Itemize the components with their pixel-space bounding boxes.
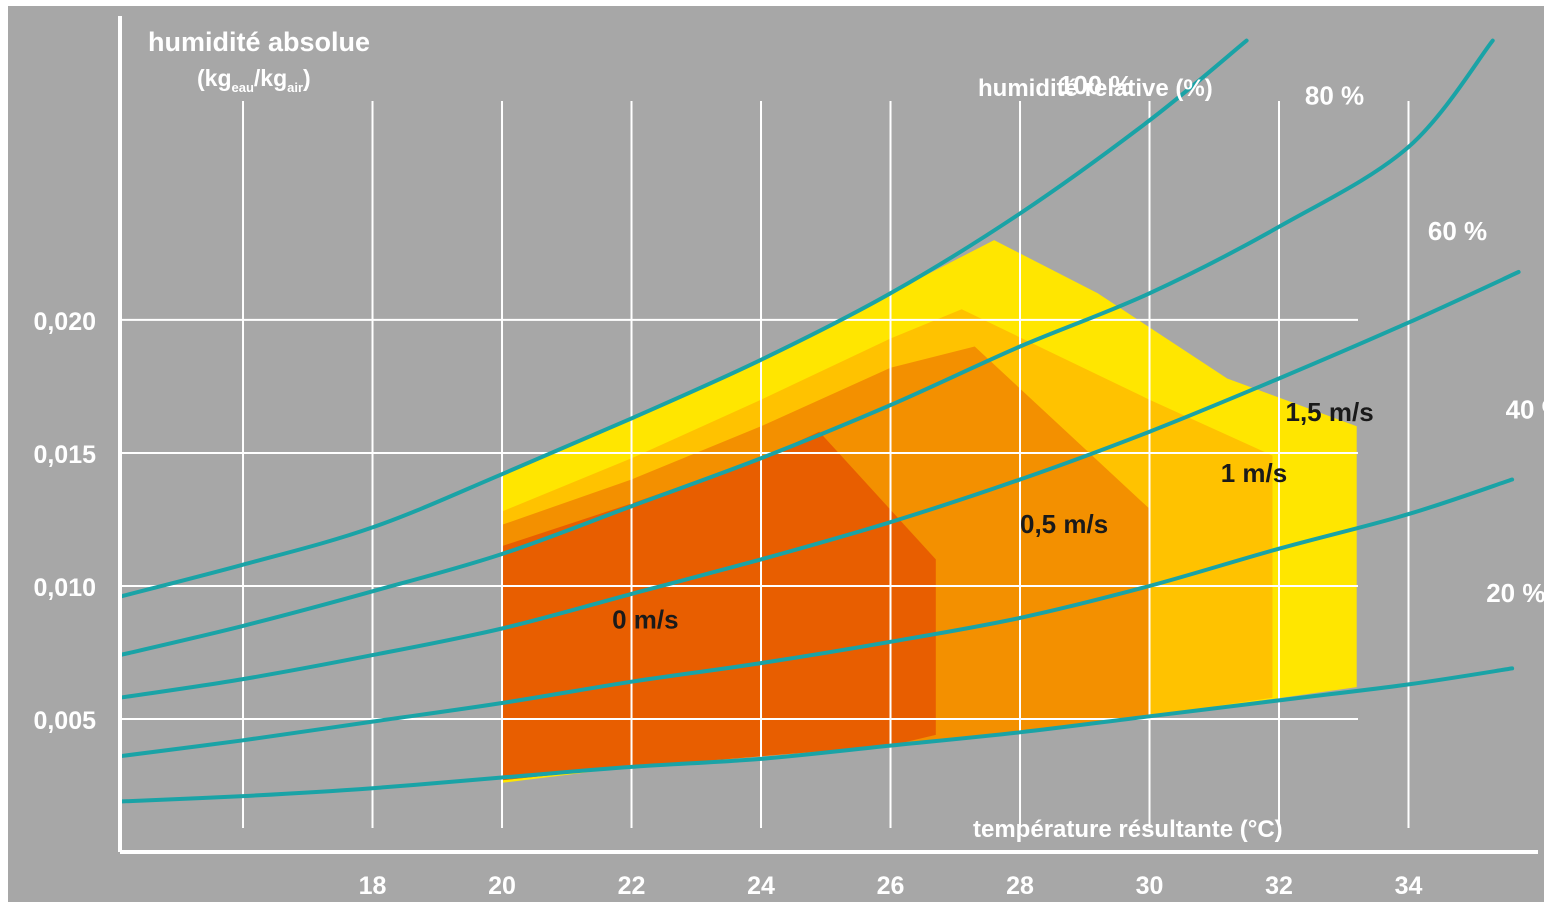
y-tick-label-0-010: 0,010 [33,574,96,602]
zone-0-m-s [502,431,936,781]
x-tick-label-18: 18 [359,872,387,900]
x-tick-label-32: 32 [1265,872,1293,900]
y-axis-title: humidité absolue [148,27,370,57]
y-tick-label-0-005: 0,005 [33,707,96,735]
zone-label-1-m-s: 1 m/s [1221,458,1288,488]
x-tick-label-22: 22 [618,872,646,900]
y-axis-unit: (kgeau/kgair) [197,65,311,95]
chart-frame: 18 20 22 24 26 28 30 32 34 0,005 0,010 0,015 0,020 h… [8,6,1544,902]
x-tick-label-28: 28 [1006,872,1034,900]
y-tick-label-0-015: 0,015 [33,441,96,469]
humidity-curves [118,38,1521,804]
rh-curve-40 [118,477,1515,759]
axes: 18 20 22 24 26 28 30 32 34 0,005 0,010 0,015 0,020 [33,16,1538,900]
curve-family-label: humidité relative (%) [978,75,1213,102]
x-tick-label-30: 30 [1136,872,1164,900]
zone-label-1-5-m-s: 1,5 m/s [1286,397,1374,427]
rh-label-60: 60 % [1428,216,1487,246]
rh-label-20: 20 % [1486,578,1544,608]
comfort-zones [502,240,1357,783]
rh-curve-60 [118,270,1521,700]
psychrometric-chart: 18 20 22 24 26 28 30 32 34 0,005 0,010 0,015 0,020 h… [33,16,1544,900]
rh-curve-20 [118,666,1515,804]
x-tick-label-24: 24 [747,872,775,900]
rh-curve-100 [118,38,1249,599]
y-tick-label-0-020: 0,020 [33,308,96,336]
x-tick-label-34: 34 [1395,872,1423,900]
rh-label-40: 40 % [1506,394,1544,424]
rh-curve-80 [118,38,1495,658]
x-axis-title: température résultante (°C) [973,816,1283,843]
x-tick-label-20: 20 [488,872,516,900]
labels: humidité absolue (kgeau/kgair) humidité … [148,27,1544,843]
rh-label-100: 100 % [1059,70,1133,100]
rh-label-80: 80 % [1305,80,1364,110]
zone-label-0-5-m-s: 0,5 m/s [1020,509,1108,539]
x-tick-label-26: 26 [877,872,905,900]
zone-label-0-m-s: 0 m/s [612,605,679,635]
